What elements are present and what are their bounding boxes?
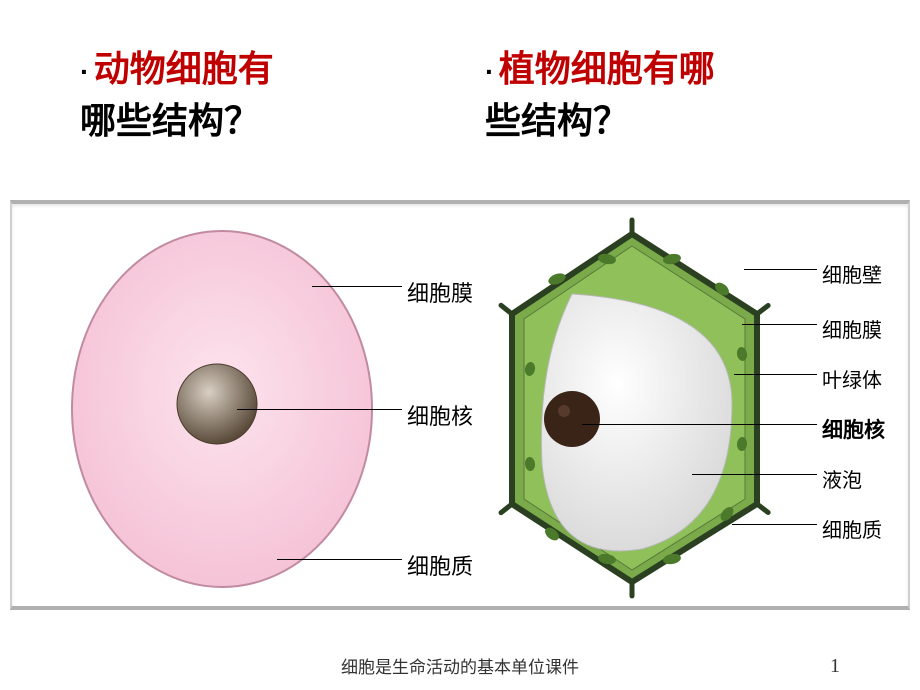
title-animal: · 动物细胞有 哪些结构？	[80, 40, 455, 144]
cell-label: 叶绿体	[822, 364, 882, 393]
footer-caption: 细胞是生命活动的基本单位课件	[0, 653, 920, 678]
title-dot: ·	[485, 56, 494, 87]
cell-label: 细胞核	[407, 399, 473, 431]
leader-line	[742, 324, 817, 325]
leader-line	[277, 559, 402, 560]
leader-line	[582, 424, 817, 425]
cell-label: 细胞壁	[822, 259, 882, 288]
cell-label: 细胞质	[822, 514, 882, 543]
diagram-panel: 细胞膜细胞核细胞质 细胞壁细胞膜叶绿体细胞核液泡细胞质	[10, 200, 910, 610]
cell-label: 细胞膜	[822, 314, 882, 343]
title-plant: · 植物细胞有哪 些结构？	[455, 40, 860, 144]
title-red-text: 动物细胞有	[94, 48, 274, 89]
leader-line	[692, 474, 817, 475]
cell-label: 细胞核	[822, 414, 885, 444]
leader-line	[744, 269, 817, 270]
cell-label: 细胞质	[407, 549, 473, 581]
leader-line	[312, 286, 402, 287]
leader-line	[732, 524, 817, 525]
page-number: 1	[830, 655, 840, 678]
diagram-area: 细胞膜细胞核细胞质 细胞壁细胞膜叶绿体细胞核液泡细胞质	[12, 204, 908, 606]
title-red-text: 植物细胞有哪	[499, 48, 715, 89]
leader-line	[734, 374, 817, 375]
title-black-text: 些结构？	[485, 100, 629, 141]
leader-line	[237, 409, 402, 410]
titles-row: · 动物细胞有 哪些结构？ · 植物细胞有哪 些结构？	[0, 0, 920, 164]
cell-label: 细胞膜	[407, 276, 473, 308]
cell-label: 液泡	[822, 464, 862, 493]
title-dot: ·	[80, 56, 89, 87]
title-black-text: 哪些结构？	[80, 100, 260, 141]
